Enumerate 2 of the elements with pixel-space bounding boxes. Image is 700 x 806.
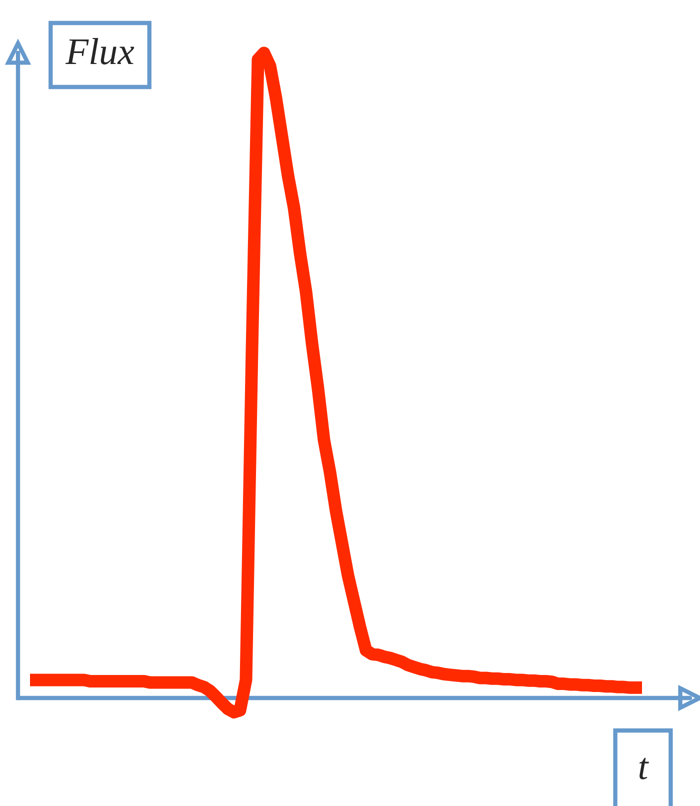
x-axis-title: t	[639, 758, 649, 780]
y-axis-title: Flux	[65, 38, 134, 64]
